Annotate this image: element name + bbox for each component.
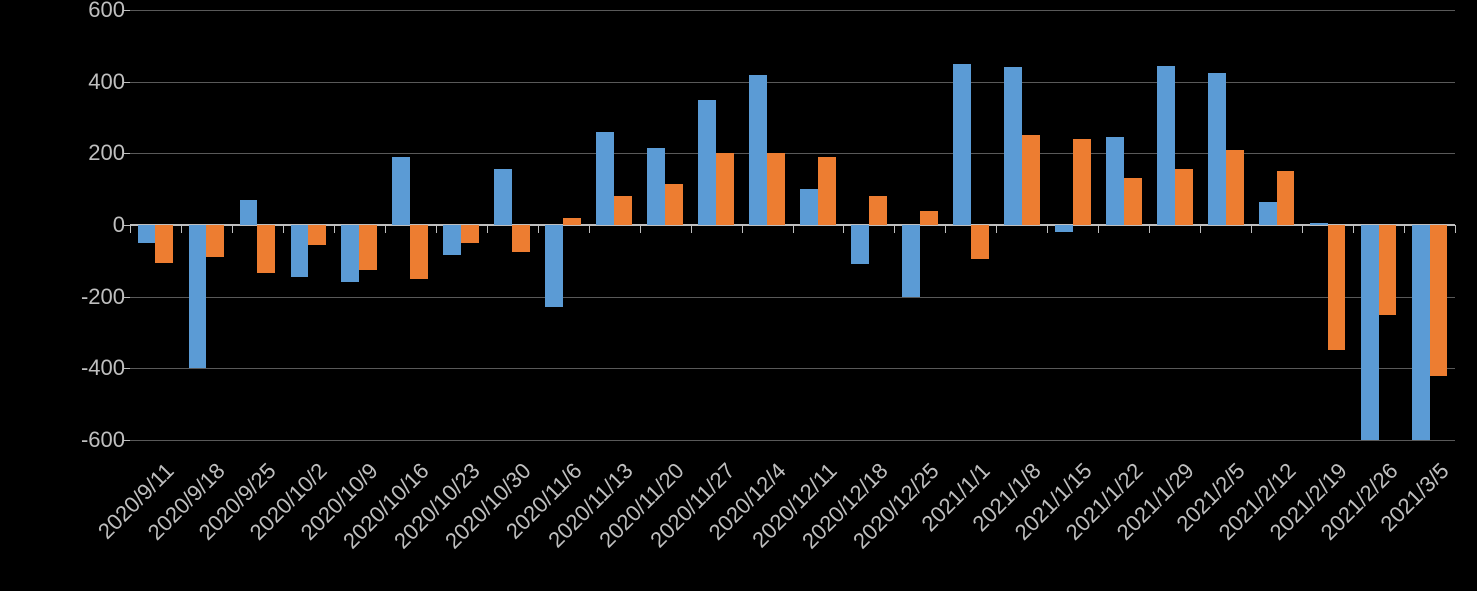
x-tick bbox=[538, 225, 539, 233]
bar-series-b bbox=[1430, 225, 1448, 376]
y-axis-label: -200 bbox=[81, 284, 125, 310]
x-tick bbox=[436, 225, 437, 233]
bar-series-b bbox=[818, 157, 836, 225]
x-tick bbox=[742, 225, 743, 233]
bar-series-a bbox=[596, 132, 614, 225]
bar-series-a bbox=[953, 64, 971, 225]
bar-series-b bbox=[206, 225, 224, 257]
x-tick bbox=[1047, 225, 1048, 233]
x-tick bbox=[1455, 225, 1456, 233]
x-tick bbox=[385, 225, 386, 233]
x-tick bbox=[1149, 225, 1150, 233]
bar-series-b bbox=[308, 225, 326, 245]
bar-series-b bbox=[257, 225, 275, 273]
gridline bbox=[130, 82, 1455, 83]
bar-series-a bbox=[392, 157, 410, 225]
x-tick bbox=[640, 225, 641, 233]
bar-series-a bbox=[291, 225, 309, 277]
x-tick bbox=[1098, 225, 1099, 233]
bar-series-a bbox=[851, 225, 869, 264]
bar-series-b bbox=[971, 225, 989, 259]
x-tick bbox=[793, 225, 794, 233]
bar-series-a bbox=[1412, 225, 1430, 440]
x-tick bbox=[181, 225, 182, 233]
x-tick bbox=[232, 225, 233, 233]
gridline bbox=[130, 440, 1455, 441]
x-tick bbox=[589, 225, 590, 233]
bar-series-a bbox=[1208, 73, 1226, 225]
bar-series-b bbox=[359, 225, 377, 270]
gridline bbox=[130, 297, 1455, 298]
bar-series-b bbox=[1073, 139, 1091, 225]
x-tick bbox=[1404, 225, 1405, 233]
x-tick bbox=[945, 225, 946, 233]
bar-series-b bbox=[1277, 171, 1295, 225]
bar-series-b bbox=[1226, 150, 1244, 225]
bar-series-a bbox=[494, 169, 512, 225]
y-axis-label: -600 bbox=[81, 427, 125, 453]
bar-series-b bbox=[869, 196, 887, 225]
bar-series-b bbox=[461, 225, 479, 243]
bar-series-b bbox=[1124, 178, 1142, 225]
bar-series-b bbox=[563, 218, 581, 225]
x-tick bbox=[843, 225, 844, 233]
bar-series-b bbox=[1328, 225, 1346, 350]
bar-series-a bbox=[138, 225, 156, 243]
bar-series-b bbox=[665, 184, 683, 225]
x-tick bbox=[1302, 225, 1303, 233]
x-tick bbox=[334, 225, 335, 233]
bar-series-a bbox=[800, 189, 818, 225]
gridline bbox=[130, 368, 1455, 369]
bar-series-b bbox=[1175, 169, 1193, 225]
bar-series-b bbox=[512, 225, 530, 252]
bar-series-a bbox=[443, 225, 461, 255]
x-tick bbox=[1251, 225, 1252, 233]
y-axis-label: 200 bbox=[88, 140, 125, 166]
bar-series-a bbox=[1055, 225, 1073, 232]
bar-series-a bbox=[1004, 67, 1022, 225]
bar-series-a bbox=[1361, 225, 1379, 440]
x-tick bbox=[691, 225, 692, 233]
bar-series-b bbox=[1022, 135, 1040, 225]
bar-series-a bbox=[1259, 202, 1277, 225]
bar-series-a bbox=[749, 75, 767, 226]
x-tick bbox=[894, 225, 895, 233]
bar-series-b bbox=[767, 153, 785, 225]
bar-series-a bbox=[902, 225, 920, 297]
y-axis-label: -400 bbox=[81, 355, 125, 381]
y-axis-label: 600 bbox=[88, 0, 125, 23]
gridline bbox=[130, 10, 1455, 11]
bar-chart: -600-400-20002004006002020/9/112020/9/18… bbox=[0, 0, 1477, 591]
bar-series-a bbox=[240, 200, 258, 225]
bar-series-a bbox=[1106, 137, 1124, 225]
bar-series-b bbox=[920, 211, 938, 225]
bar-series-a bbox=[698, 100, 716, 225]
y-axis-label: 400 bbox=[88, 69, 125, 95]
y-axis-label: 0 bbox=[113, 212, 125, 238]
bar-series-b bbox=[410, 225, 428, 279]
bar-series-b bbox=[155, 225, 173, 263]
x-tick bbox=[130, 225, 131, 233]
bar-series-b bbox=[614, 196, 632, 225]
bar-series-a bbox=[647, 148, 665, 225]
bar-series-a bbox=[545, 225, 563, 307]
x-tick bbox=[1200, 225, 1201, 233]
x-tick bbox=[487, 225, 488, 233]
x-tick bbox=[283, 225, 284, 233]
gridline bbox=[130, 153, 1455, 154]
bar-series-a bbox=[1157, 66, 1175, 225]
bar-series-a bbox=[1310, 223, 1328, 225]
bar-series-b bbox=[716, 153, 734, 225]
bar-series-a bbox=[341, 225, 359, 282]
x-tick bbox=[996, 225, 997, 233]
bar-series-a bbox=[189, 225, 207, 368]
x-tick bbox=[1353, 225, 1354, 233]
bar-series-b bbox=[1379, 225, 1397, 315]
